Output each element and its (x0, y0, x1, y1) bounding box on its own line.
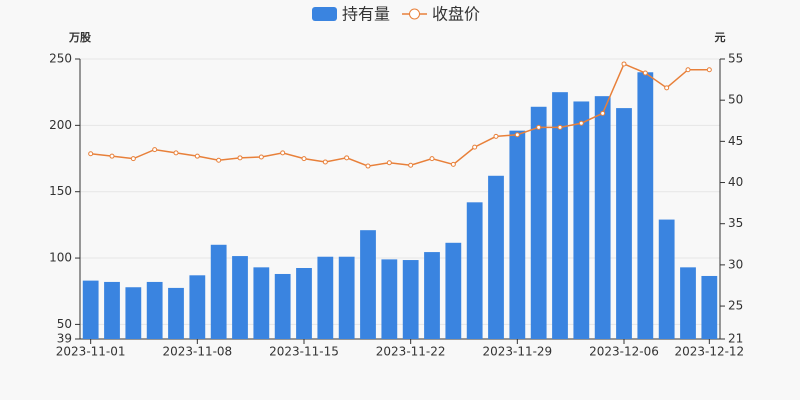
price-point (536, 124, 542, 130)
bar (402, 260, 419, 339)
x-tick-label: 2023-11-01 (56, 345, 126, 359)
bar (509, 130, 526, 339)
price-point (557, 124, 563, 130)
legend-label: 收盘价 (432, 5, 480, 24)
bar (232, 256, 248, 339)
bar (445, 242, 462, 339)
price-point (472, 144, 478, 150)
price-point (344, 155, 350, 161)
bar (573, 101, 590, 340)
price-point (493, 133, 499, 139)
bar (253, 267, 270, 339)
bar (680, 267, 696, 339)
price-point (173, 150, 179, 156)
y-tick-label: 250 (49, 52, 72, 66)
x-tick-label: 2023-11-15 (269, 345, 339, 359)
price-point (88, 151, 94, 157)
y2-axis-title: 元 (715, 31, 726, 44)
x-tick-label: 2023-11-08 (162, 345, 232, 359)
x-tick-label: 2023-11-22 (376, 345, 446, 359)
price-point (578, 120, 584, 126)
bar (424, 252, 440, 339)
bar (552, 92, 568, 339)
bar (274, 273, 291, 339)
price-point (301, 156, 307, 162)
bar (104, 281, 120, 339)
bar (210, 244, 227, 339)
bar (616, 108, 632, 340)
legend-swatch (409, 8, 421, 20)
y2-tick-label: 30 (728, 257, 743, 271)
y2-tick-label: 35 (728, 216, 743, 230)
bar (146, 281, 163, 339)
bar (658, 219, 675, 339)
price-point (258, 154, 264, 160)
y-tick-label: 150 (49, 184, 72, 198)
price-point (237, 155, 243, 161)
bar (381, 259, 398, 339)
price-point (600, 110, 606, 116)
price-line (90, 62, 710, 167)
x-tick-label: 2023-12-06 (589, 345, 659, 359)
price-point (685, 67, 691, 73)
price-point (109, 153, 115, 159)
bar (125, 287, 142, 339)
price-point (386, 160, 392, 166)
y2-tick-label: 40 (728, 175, 743, 189)
x-tick-label: 2023-11-29 (482, 345, 552, 359)
y2-tick-label: 55 (728, 52, 743, 66)
bar (338, 256, 355, 339)
y-tick-label: 100 (49, 251, 72, 265)
bar (189, 275, 206, 339)
price-point (642, 70, 648, 76)
y2-tick-label: 50 (728, 93, 743, 107)
bar (360, 230, 376, 339)
y-axis-title: 万股 (68, 31, 92, 44)
bar (82, 280, 99, 339)
bar (296, 268, 312, 339)
y2-tick-label: 25 (728, 299, 743, 313)
legend-label: 持有量 (342, 5, 390, 24)
y-tick-label: 39 (57, 332, 72, 346)
x-tick-label: 2023-12-12 (674, 345, 744, 359)
price-point (664, 85, 670, 91)
bar (701, 275, 718, 339)
price-point (429, 156, 435, 162)
price-point (194, 153, 200, 159)
price-point (408, 162, 414, 168)
price-point (216, 157, 222, 163)
bar (317, 256, 334, 339)
price-point (130, 156, 136, 162)
price-point (706, 67, 712, 73)
price-point (365, 163, 371, 169)
legend-swatch (312, 7, 337, 21)
bar (530, 106, 547, 339)
bar (488, 175, 504, 339)
bar (168, 287, 184, 339)
price-point (450, 161, 456, 167)
bar (637, 72, 654, 339)
legend: 持有量 收盘价 (312, 5, 480, 24)
bar (594, 96, 611, 339)
bar (466, 202, 483, 339)
price-point (514, 132, 520, 138)
y2-tick-label: 45 (728, 134, 743, 148)
y2-tick-label: 21 (728, 332, 743, 346)
price-point (322, 159, 328, 165)
price-point (152, 147, 158, 153)
y-tick-label: 200 (49, 118, 72, 132)
y-tick-label: 50 (57, 317, 72, 331)
price-point (621, 61, 627, 67)
price-point (280, 150, 286, 156)
